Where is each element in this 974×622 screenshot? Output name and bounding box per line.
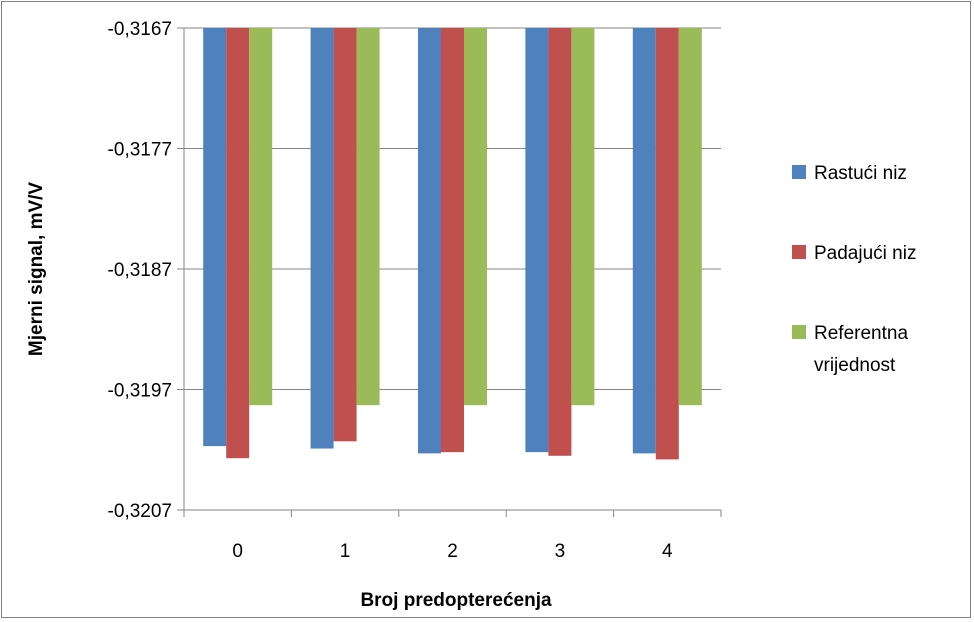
x-tick-label: 2 (447, 541, 458, 562)
y-tick-label: -0,3177 (108, 140, 172, 161)
bar-3-0 (249, 28, 273, 406)
axes (177, 27, 722, 517)
bar-1-0 (203, 28, 227, 447)
bar-2-3 (548, 28, 572, 456)
legend-swatch (792, 165, 806, 179)
x-axis-title: Broj predopterećenja (360, 590, 552, 611)
legend-swatch (792, 325, 806, 339)
legend-label: Rastući niz (814, 163, 907, 184)
legend-label: Padajući niz (814, 243, 916, 264)
legend-swatch (792, 245, 806, 259)
y-tick-label: -0,3197 (108, 381, 172, 402)
bar-1-3 (525, 28, 549, 453)
y-tick-label: -0,3207 (108, 501, 172, 522)
bar-2-1 (333, 28, 357, 442)
y-tick-labels: -0,3167 -0,3177 -0,3187 -0,3197 -0,3207 (108, 19, 172, 522)
bar-2-4 (655, 28, 679, 460)
x-tick-labels: 0 1 2 3 4 (232, 541, 673, 562)
bar-1-4 (632, 28, 656, 454)
x-tick-label: 3 (555, 541, 566, 562)
bar-3-4 (678, 28, 702, 406)
legend: Rastući niz Padajući niz Referentna vrijedn… (792, 163, 916, 376)
bar-2-0 (226, 28, 250, 459)
bar-1-2 (418, 28, 441, 454)
y-tick-label: -0,3187 (108, 260, 172, 281)
bar-1-1 (310, 28, 334, 449)
bar-2-2 (441, 28, 464, 453)
legend-label: Referentna vrijednost (814, 323, 908, 376)
bars (203, 28, 702, 460)
y-axis-title: Mjerni signal, mV/V (26, 182, 47, 357)
x-tick-label: 4 (662, 541, 673, 562)
x-tick-label: 1 (340, 541, 351, 562)
bar-3-3 (571, 28, 595, 406)
x-tick-label: 0 (232, 541, 243, 562)
bar-3-1 (356, 28, 380, 406)
bar-3-2 (464, 28, 487, 406)
y-tick-label: -0,3167 (108, 19, 172, 40)
